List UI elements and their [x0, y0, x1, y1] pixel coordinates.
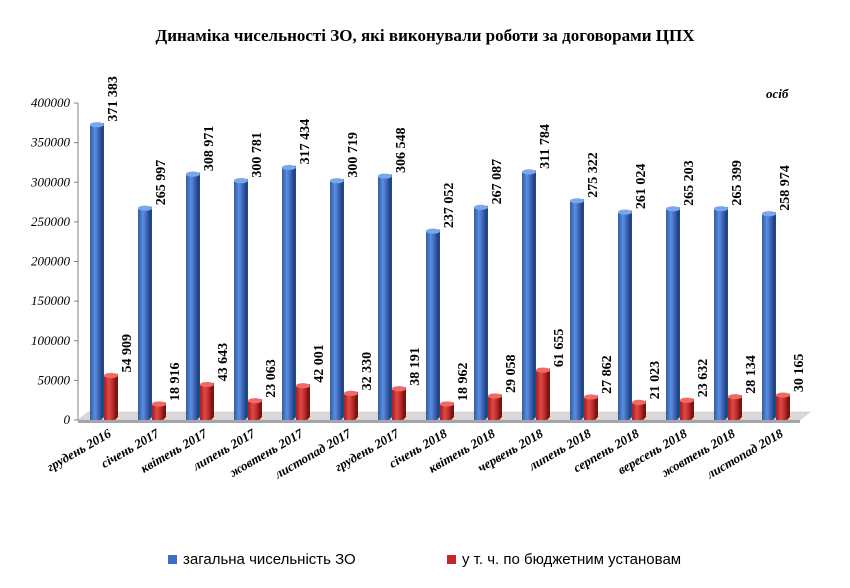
y-tick-label: 250000	[31, 214, 71, 229]
data-label: 300 719	[346, 132, 361, 178]
legend-item-budget: у т. ч. по бюджетним установам	[447, 551, 681, 568]
data-label: 18 962	[456, 362, 471, 401]
data-label: 265 997	[154, 160, 169, 206]
bar-total	[522, 169, 536, 420]
y-tick-label: 200000	[31, 254, 71, 269]
data-label: 38 191	[408, 347, 423, 386]
data-label: 261 024	[634, 164, 649, 210]
data-label: 54 909	[120, 334, 135, 373]
data-label: 258 974	[778, 165, 793, 211]
data-label: 21 023	[648, 361, 663, 400]
data-label: 371 383	[106, 76, 121, 122]
bar-total	[618, 209, 632, 420]
y-tick-label: 400000	[31, 95, 71, 110]
bar-budget	[248, 398, 262, 420]
bar-total	[138, 205, 152, 420]
floor-front	[78, 420, 800, 423]
bar-total	[474, 204, 488, 420]
bar-budget	[488, 393, 502, 420]
bar-budget	[344, 390, 358, 420]
data-label: 23 063	[264, 359, 279, 398]
y-tick-label: 350000	[30, 135, 71, 150]
bar-total	[426, 228, 440, 420]
chart-title: Динаміка чисельності ЗО, які виконували …	[155, 26, 695, 45]
y-tick-label: 100000	[31, 333, 71, 348]
bar-total	[378, 173, 392, 420]
bar-budget	[104, 372, 118, 420]
data-label: 306 548	[394, 128, 409, 174]
y-tick-label: 150000	[31, 293, 71, 308]
y-axis: 0 50000 100000 150000 200000 250000 300000 3500…	[30, 95, 79, 427]
y-tick-label: 50000	[38, 372, 71, 387]
bar-total	[762, 211, 776, 420]
data-label: 61 655	[552, 329, 567, 368]
data-label: 18 916	[168, 363, 183, 402]
bar-total	[330, 178, 344, 420]
bar-budget	[152, 401, 166, 420]
data-label: 32 330	[360, 352, 375, 391]
data-label: 43 643	[216, 343, 231, 382]
bar-budget	[776, 392, 790, 420]
bar-total	[186, 171, 200, 420]
y-tick-label: 0	[64, 412, 71, 427]
bar-budget	[728, 394, 742, 420]
bar-budget	[440, 401, 454, 420]
data-label: 237 052	[442, 183, 457, 229]
bar-budget	[296, 383, 310, 420]
data-label: 311 784	[538, 124, 553, 169]
data-label: 30 165	[792, 354, 807, 393]
data-label: 29 058	[504, 354, 519, 393]
data-labels: 371 383 54 909 265 997 18 916 308 971 43 643 3…	[106, 76, 807, 401]
data-label: 28 134	[744, 355, 759, 394]
legend-swatch-budget	[447, 555, 456, 564]
bar-budget	[680, 397, 694, 420]
bar-total	[570, 198, 584, 420]
bar-total	[234, 178, 248, 420]
bar-budget	[632, 399, 646, 420]
bars	[90, 122, 790, 421]
data-label: 42 001	[312, 344, 327, 383]
bar-total	[282, 164, 296, 420]
unit-label: осіб	[766, 86, 789, 101]
bar-budget	[584, 394, 598, 420]
bar-total	[666, 206, 680, 420]
legend-label-budget: у т. ч. по бюджетним установам	[462, 551, 682, 568]
legend-item-total: загальна чисельність ЗО	[168, 551, 356, 568]
y-tick-label: 300000	[30, 174, 71, 189]
bar-total	[714, 206, 728, 420]
data-label: 308 971	[202, 126, 217, 172]
data-label: 317 434	[298, 119, 313, 165]
data-label: 267 087	[490, 159, 505, 205]
data-label: 300 781	[250, 132, 265, 178]
legend-swatch-total	[168, 555, 177, 564]
data-label: 23 632	[696, 359, 711, 398]
data-label: 265 203	[682, 160, 697, 206]
bar-budget	[200, 381, 214, 420]
bar-budget	[536, 367, 550, 420]
bar-total	[90, 122, 104, 421]
data-label: 275 322	[586, 152, 601, 198]
legend-label-total: загальна чисельність ЗО	[183, 551, 356, 568]
data-label: 265 399	[730, 160, 745, 206]
data-label: 27 862	[600, 355, 615, 394]
bar-budget	[392, 386, 406, 420]
